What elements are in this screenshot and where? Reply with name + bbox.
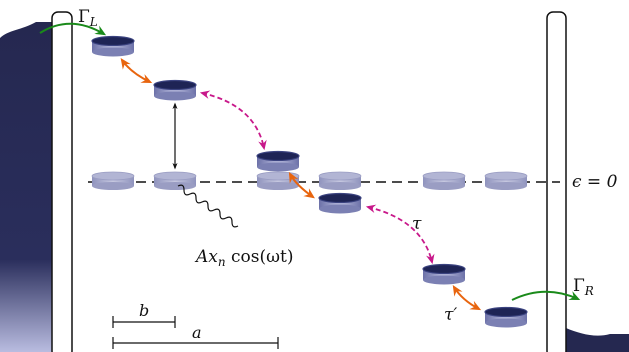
hop-arrow-tau-prime-3 (452, 284, 482, 311)
active-dot-5 (422, 263, 466, 285)
active-dot-1 (91, 35, 135, 57)
idle-dot-5 (422, 171, 466, 190)
right-lead (566, 328, 629, 352)
tau-prime-label: τ′ (444, 305, 457, 325)
idle-dot-1 (91, 171, 135, 190)
left-lead (0, 22, 52, 352)
length-a-label: a (192, 323, 202, 342)
idle-dot-2 (153, 171, 197, 190)
hop-arrow-tau-prime-2 (288, 171, 315, 199)
gamma-left-label: ΓL (78, 7, 98, 29)
scale-bar-a (112, 337, 279, 349)
hop-arrow-tau-1 (199, 90, 267, 151)
active-dot-3 (256, 150, 300, 172)
idle-dot-6 (484, 171, 528, 190)
hop-arrow-tau-prime-1 (120, 58, 153, 84)
scale-bar-b (112, 316, 176, 328)
drive-label: Axn cos(ωt) (194, 247, 293, 269)
epsilon-zero-label: ϵ = 0 (572, 172, 618, 192)
hop-arrow-tau-2 (365, 204, 435, 265)
lead-arrow-right (511, 290, 581, 301)
idle-dot-3 (256, 171, 300, 190)
active-dot-2 (153, 79, 197, 101)
drive-wave (177, 184, 239, 228)
gamma-right-label: ΓR (573, 276, 594, 298)
length-b-label: b (139, 301, 149, 320)
left-barrier (51, 11, 73, 352)
tau-label: τ (412, 214, 422, 234)
active-dot-4 (318, 192, 362, 214)
lead-arrow-left (39, 22, 107, 36)
active-dot-6 (484, 306, 528, 328)
idle-dot-4 (318, 171, 362, 190)
